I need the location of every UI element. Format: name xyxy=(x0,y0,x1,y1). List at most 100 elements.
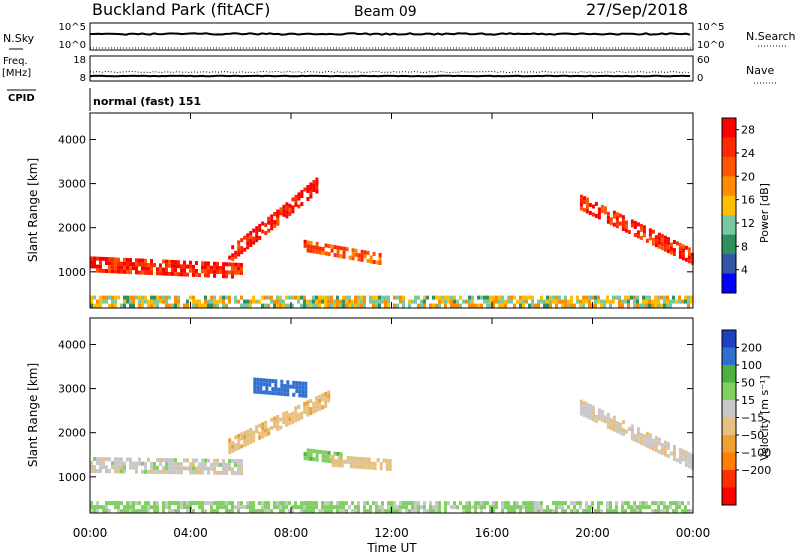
data-cell xyxy=(666,299,669,304)
data-cell xyxy=(108,261,111,266)
data-cell xyxy=(660,246,664,251)
data-cell xyxy=(687,295,690,300)
data-cell xyxy=(367,457,371,462)
data-cell xyxy=(99,461,102,466)
data-cell xyxy=(189,295,192,300)
data-cell xyxy=(336,249,340,254)
cpid-mode: normal (fast) 151 xyxy=(93,95,201,108)
data-cell xyxy=(306,452,310,457)
data-cell xyxy=(663,501,666,506)
station-title: Buckland Park (fitACF) xyxy=(92,0,270,19)
data-cell xyxy=(576,501,579,506)
data-cell xyxy=(330,501,333,506)
data-cell xyxy=(675,299,678,304)
data-cell xyxy=(573,303,576,308)
data-cell xyxy=(444,295,447,300)
data-cell xyxy=(381,509,384,514)
data-cell xyxy=(93,260,96,265)
x-tick-label: 00:00 xyxy=(676,526,711,540)
data-cell xyxy=(186,272,189,277)
data-cell xyxy=(597,207,601,212)
data-cell xyxy=(207,470,210,475)
data-cell xyxy=(606,501,609,506)
data-cell xyxy=(300,194,304,198)
data-cell xyxy=(324,403,328,408)
data-cell xyxy=(606,219,610,224)
data-cell xyxy=(358,460,362,465)
data-cell xyxy=(681,248,685,253)
data-cell xyxy=(156,299,159,304)
data-cell xyxy=(492,295,495,300)
data-cell xyxy=(237,505,240,510)
data-cell xyxy=(147,262,150,267)
data-cell xyxy=(291,509,294,514)
data-cell xyxy=(210,462,213,467)
data-cell xyxy=(612,210,616,215)
data-cell xyxy=(684,509,687,514)
data-cell xyxy=(615,216,619,221)
data-cell xyxy=(375,260,379,265)
data-cell xyxy=(243,439,247,443)
data-cell xyxy=(630,436,634,441)
data-cell xyxy=(246,433,250,438)
data-cell xyxy=(603,303,606,308)
data-cell xyxy=(639,501,642,506)
data-cell xyxy=(426,509,429,514)
data-cell xyxy=(237,509,240,514)
data-cell xyxy=(522,505,525,510)
data-cell xyxy=(312,501,315,506)
data-cell xyxy=(432,505,435,510)
data-cell xyxy=(255,509,258,514)
data-cell xyxy=(303,501,306,506)
data-cell xyxy=(633,434,637,438)
data-cell xyxy=(648,295,651,300)
data-cell xyxy=(183,268,186,273)
data-cell xyxy=(168,466,171,471)
data-cell xyxy=(519,303,522,308)
data-cell xyxy=(312,449,316,454)
data-cell xyxy=(240,467,243,472)
y-tick-label: 4000 xyxy=(58,133,86,146)
data-cell xyxy=(681,256,685,261)
data-cell xyxy=(651,229,655,234)
data-cell xyxy=(93,256,96,261)
data-cell xyxy=(259,386,263,391)
data-cell xyxy=(489,505,492,510)
data-cell xyxy=(123,505,126,510)
data-cell xyxy=(93,465,96,469)
data-cell xyxy=(180,462,183,467)
data-cell xyxy=(126,505,129,510)
data-cell xyxy=(165,505,168,510)
data-cell xyxy=(261,426,265,431)
data-cell xyxy=(274,387,278,392)
data-cell xyxy=(366,509,369,514)
data-cell xyxy=(385,462,389,467)
data-cell xyxy=(648,228,652,233)
data-cell xyxy=(657,505,660,510)
data-cell xyxy=(690,453,694,458)
data-cell xyxy=(402,299,405,304)
data-cell xyxy=(351,501,354,506)
data-cell xyxy=(573,505,576,510)
data-cell xyxy=(321,458,325,463)
data-cell xyxy=(336,452,340,456)
data-cell xyxy=(267,431,271,436)
data-cell xyxy=(666,303,669,308)
data-cell xyxy=(256,389,260,394)
data-cell xyxy=(171,303,174,308)
data-cell xyxy=(657,509,660,514)
data-cell xyxy=(228,467,231,471)
data-cell xyxy=(321,505,324,510)
data-cell xyxy=(636,303,639,308)
data-cell xyxy=(561,299,564,304)
data-cell xyxy=(168,303,171,308)
data-cell xyxy=(201,462,204,467)
data-cell xyxy=(264,501,267,506)
data-cell xyxy=(618,303,621,308)
data-cell xyxy=(351,303,354,308)
data-cell xyxy=(345,501,348,506)
data-cell xyxy=(309,509,312,514)
data-cell xyxy=(666,446,670,451)
data-cell xyxy=(156,303,159,308)
data-cell xyxy=(585,414,589,419)
